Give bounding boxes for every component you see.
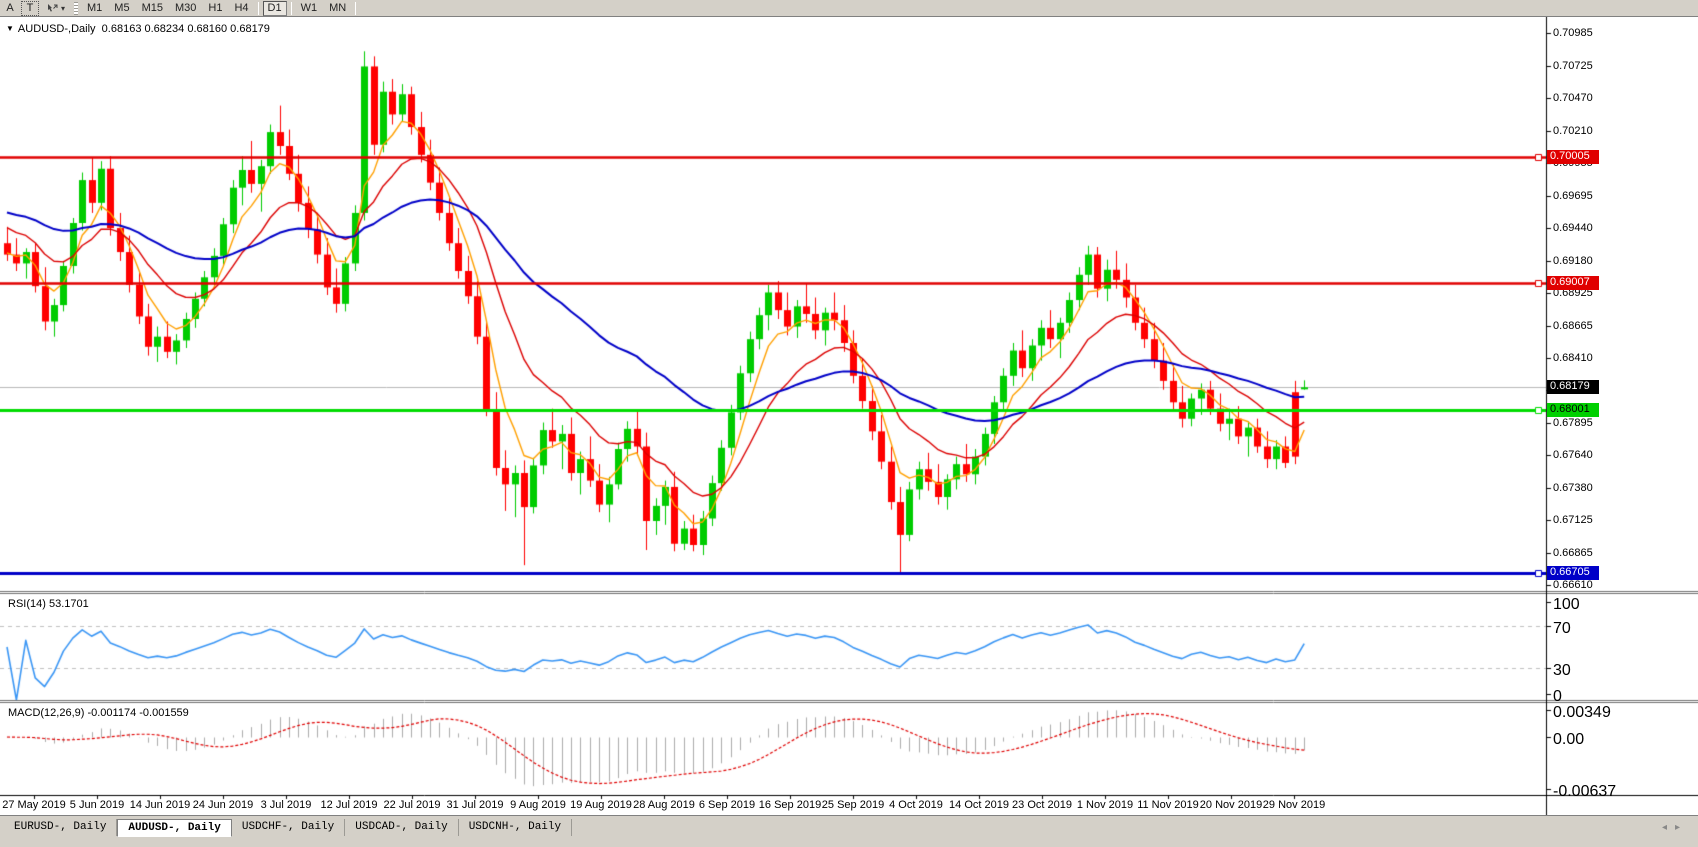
chevron-down-icon: ▾ [61, 3, 66, 13]
date-axis-label: 12 Jul 2019 [320, 799, 378, 811]
price-axis-label: 0.67125 [1553, 514, 1593, 527]
price-axis-label: 0.70725 [1553, 59, 1593, 72]
date-axis-label: 24 Jun 2019 [192, 799, 254, 811]
date-axis-label: 31 Jul 2019 [446, 799, 504, 811]
cursor-arrows-icon [48, 3, 58, 12]
timeframe-button-m5[interactable]: M5 [109, 0, 135, 16]
price-line-badge: 0.68001 [1547, 402, 1599, 417]
main-chart-canvas[interactable] [0, 17, 1698, 815]
toolbar-grip [74, 1, 79, 15]
rsi-axis-label: 0 [1553, 688, 1562, 705]
text-tool-button[interactable]: T [21, 0, 39, 16]
chart-symbol-label: AUDUSD-,Daily [17, 23, 96, 35]
date-axis-label: 1 Nov 2019 [1076, 799, 1134, 811]
timeframe-button-d1[interactable]: D1 [262, 0, 287, 16]
rsi-indicator-label: RSI(14) 53.1701 [8, 598, 89, 610]
date-axis-label: 19 Aug 2019 [570, 799, 632, 811]
timeframe-button-m30[interactable]: M30 [169, 0, 202, 16]
timeframe-button-m15[interactable]: M15 [136, 0, 168, 16]
price-axis-label: 0.70985 [1553, 27, 1593, 39]
price-axis-label: 0.67895 [1553, 417, 1593, 430]
macd-axis-label: 0.00 [1553, 731, 1585, 748]
date-axis-label: 28 Aug 2019 [633, 799, 695, 811]
price-axis-label: 0.69440 [1553, 222, 1593, 235]
price-axis-label: 0.70470 [1553, 92, 1593, 105]
date-axis-label: 14 Jun 2019 [129, 799, 191, 811]
date-axis-label: 5 Jun 2019 [69, 799, 125, 811]
symbol-tabs: EURUSD-, Daily AUDUSD-, Daily USDCHF-, Dai… [4, 818, 573, 837]
rsi-axis-label: 70 [1553, 619, 1571, 637]
date-axis-label: 29 Nov 2019 [1262, 799, 1326, 811]
toolbar-separator [257, 1, 259, 15]
symbol-tab-usdcnh[interactable]: USDCNH-, Daily [459, 819, 573, 836]
current-price-badge: 0.68179 [1547, 380, 1599, 395]
date-axis-label: 22 Jul 2019 [383, 799, 441, 811]
price-line-badge: 0.66705 [1547, 566, 1599, 581]
price-axis-label: 0.69695 [1553, 189, 1593, 202]
price-axis-label: 0.68925 [1553, 287, 1593, 300]
cursor-tool-button[interactable]: ▾ [41, 0, 71, 16]
ohlc-low: 0.68160 [187, 23, 228, 35]
chart-title: ▼ AUDUSD-,Daily 0.68163 0.68234 0.68160 0… [6, 23, 270, 36]
price-axis-label: 0.69180 [1553, 254, 1593, 267]
price-line-badge: 0.70005 [1547, 149, 1599, 164]
timeframe-button-h4[interactable]: H4 [229, 0, 254, 16]
date-axis-label: 20 Nov 2019 [1199, 799, 1263, 811]
date-axis-label: 14 Oct 2019 [949, 799, 1009, 811]
symbol-tab-audusd[interactable]: AUDUSD-, Daily [117, 819, 232, 837]
ohlc-close: 0.68179 [230, 23, 270, 35]
bottom-tab-bar: EURUSD-, Daily AUDUSD-, Daily USDCHF-, Dai… [0, 815, 1698, 847]
date-axis-label: 4 Oct 2019 [889, 799, 943, 811]
date-axis-label: 3 Jul 2019 [260, 799, 312, 811]
text-label-tool-button[interactable]: A [1, 0, 19, 16]
ohlc-high: 0.68234 [144, 23, 185, 35]
timeframe-button-mn[interactable]: MN [324, 0, 352, 16]
rsi-axis-label: 100 [1553, 596, 1580, 613]
toolbar-separator [290, 1, 292, 15]
price-axis-label: 0.68410 [1553, 352, 1593, 365]
price-line-badge: 0.69007 [1547, 275, 1599, 290]
date-axis-label: 25 Sep 2019 [821, 799, 885, 811]
price-axis-label: 0.68665 [1553, 319, 1593, 332]
price-axis-label: 0.66865 [1553, 547, 1593, 560]
date-axis-label: 9 Aug 2019 [510, 799, 566, 811]
symbol-tab-usdchf[interactable]: USDCHF-, Daily [232, 819, 346, 836]
macd-indicator-label: MACD(12,26,9) -0.001174 -0.001559 [8, 707, 189, 719]
chart-dropdown-icon[interactable]: ▼ [6, 24, 14, 33]
macd-axis-label: -0.00637 [1553, 783, 1617, 800]
date-axis-label: 27 May 2019 [2, 799, 66, 811]
symbol-tab-eurusd[interactable]: EURUSD-, Daily [4, 819, 118, 836]
ohlc-open: 0.68163 [101, 23, 142, 35]
macd-axis-label: 0.00349 [1553, 704, 1611, 721]
price-axis-label: 0.66610 [1553, 579, 1593, 592]
rsi-axis-label: 30 [1553, 662, 1571, 680]
timeframe-button-m1[interactable]: M1 [82, 0, 108, 16]
timeframe-button-h1[interactable]: H1 [203, 0, 228, 16]
price-axis-label: 0.70210 [1553, 124, 1593, 137]
date-axis-label: 16 Sep 2019 [758, 799, 822, 811]
date-axis-label: 11 Nov 2019 [1137, 799, 1199, 811]
tab-scroll-arrows[interactable]: ◂▸ [1661, 822, 1688, 833]
chart-window: ▼ AUDUSD-,Daily 0.68163 0.68234 0.68160 0… [0, 17, 1698, 815]
timeframe-button-w1[interactable]: W1 [295, 0, 323, 16]
price-axis-label: 0.67640 [1553, 449, 1593, 462]
date-axis-label: 23 Oct 2019 [1012, 799, 1072, 811]
date-axis-label: 6 Sep 2019 [698, 799, 756, 811]
top-toolbar: A T ▾ M1 M5 M15 M30 H1 H4 D1 W1 MN [0, 0, 1698, 17]
toolbar-separator [355, 1, 357, 15]
symbol-tab-usdcad[interactable]: USDCAD-, Daily [345, 819, 459, 836]
price-axis-label: 0.67380 [1553, 482, 1593, 495]
